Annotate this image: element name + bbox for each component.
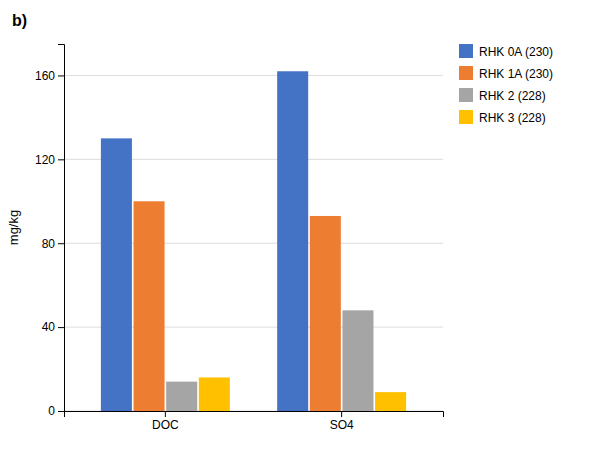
y-axis-line	[58, 45, 65, 412]
x-tick: DOC	[152, 411, 179, 432]
bar-series	[166, 310, 373, 411]
legend-swatch	[459, 88, 473, 102]
y-tick-mark	[58, 327, 64, 328]
bar	[134, 201, 165, 411]
plot: 0 40 80 120 160 DOC SO4	[35, 45, 444, 432]
x-axis: DOC SO4	[65, 411, 444, 432]
grid-line	[64, 75, 443, 76]
legend-swatch	[459, 66, 473, 80]
x-axis-line	[65, 412, 444, 418]
legend-item: RHK 1A (230)	[459, 66, 553, 81]
x-tick-mark	[165, 411, 166, 417]
y-axis-title: mg/kg	[6, 210, 21, 245]
x-tick-label: SO4	[330, 418, 354, 432]
y-tick-label: 0	[48, 404, 55, 418]
y-tick-mark	[58, 75, 64, 76]
legend-label: RHK 1A (230)	[479, 67, 553, 81]
grid	[64, 75, 443, 411]
y-tick: 40	[42, 320, 64, 334]
y-tick-mark	[58, 411, 64, 412]
y-tick: 0	[48, 404, 64, 418]
bar-series	[199, 377, 406, 411]
legend-label: RHK 0A (230)	[479, 45, 553, 59]
bar	[375, 392, 406, 411]
legend-swatch	[459, 110, 473, 124]
y-tick-label: 80	[42, 237, 56, 251]
legend: RHK 0A (230) RHK 1A (230) RHK 2 (228) RHK 3…	[459, 44, 553, 125]
title: b)	[12, 12, 27, 29]
bar-series	[101, 71, 308, 411]
bar-series	[134, 201, 341, 411]
legend-label: RHK 3 (228)	[479, 111, 546, 125]
x-tick: SO4	[330, 411, 354, 432]
y-tick: 80	[42, 237, 64, 251]
legend-item: RHK 2 (228)	[459, 88, 546, 103]
bar	[310, 216, 341, 411]
y-tick-label: 40	[42, 320, 56, 334]
y-tick-mark	[58, 243, 64, 244]
legend-item: RHK 0A (230)	[459, 44, 553, 59]
y-tick: 120	[35, 153, 64, 167]
y-tick: 160	[35, 69, 64, 83]
y-axis: 0 40 80 120 160	[35, 45, 65, 419]
legend-label: RHK 2 (228)	[479, 89, 546, 103]
y-tick-label: 160	[35, 69, 55, 83]
bar	[277, 71, 308, 411]
y-tick-mark	[58, 159, 64, 160]
bar	[101, 138, 132, 411]
legend-swatch	[459, 44, 473, 58]
bar	[166, 382, 197, 411]
legend-item: RHK 3 (228)	[459, 110, 546, 125]
bar	[199, 377, 230, 411]
chart: 04080120160DOCSO4mg/kgb)RHK 0A (230)RHK …	[0, 0, 593, 451]
x-tick-mark	[341, 411, 342, 417]
y-tick-label: 120	[35, 153, 55, 167]
bars	[101, 71, 406, 411]
bar	[342, 310, 373, 411]
x-tick-label: DOC	[152, 418, 179, 432]
